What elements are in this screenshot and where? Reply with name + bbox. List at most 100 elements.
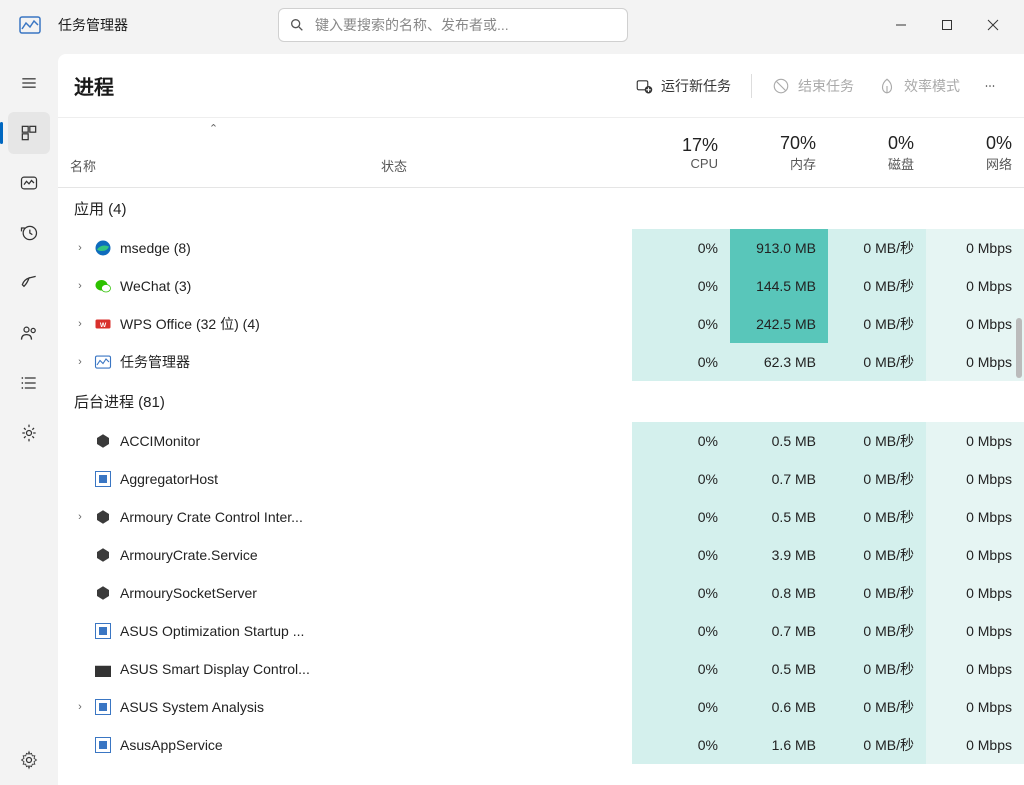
svg-text:W: W [100, 322, 107, 329]
cell-disk: 0 MB/秒 [828, 650, 926, 688]
cell-cpu: 0% [632, 726, 730, 764]
process-name: Armoury Crate Control Inter... [120, 509, 303, 525]
table-row[interactable]: › ArmourySocketServer 0% 0.8 MB 0 MB/秒 0… [58, 574, 1024, 612]
cell-network: 0 Mbps [926, 536, 1024, 574]
hamburger-button[interactable] [8, 62, 50, 104]
col-status[interactable]: 状态 [369, 118, 632, 187]
process-icon [94, 432, 112, 450]
minimize-button[interactable] [878, 0, 924, 50]
content-panel: 进程 运行新任务 结束任务 效率模式 ⌃ 名称 [58, 54, 1024, 785]
run-new-task-button[interactable]: 运行新任务 [623, 68, 743, 104]
cell-name: › AggregatorHost [58, 470, 369, 488]
table-row[interactable]: › AsusAppService 0% 1.6 MB 0 MB/秒 0 Mbps [58, 726, 1024, 764]
cell-network: 0 Mbps [926, 688, 1024, 726]
nav-services[interactable] [8, 412, 50, 454]
cell-disk: 0 MB/秒 [828, 726, 926, 764]
process-icon [94, 353, 112, 371]
efficiency-mode-button[interactable]: 效率模式 [866, 68, 972, 104]
process-name: WeChat (3) [120, 278, 191, 294]
app-title: 任务管理器 [58, 15, 128, 35]
process-name: ASUS Optimization Startup ... [120, 623, 304, 639]
col-name[interactable]: ⌃ 名称 [58, 118, 369, 187]
cell-disk: 0 MB/秒 [828, 574, 926, 612]
table-row[interactable]: › ASUS Smart Display Control... 0% 0.5 M… [58, 650, 1024, 688]
titlebar: 任务管理器 [0, 0, 1024, 50]
process-name: ASUS System Analysis [120, 699, 264, 715]
col-network[interactable]: 0%网络 [926, 118, 1024, 187]
page-title: 进程 [74, 71, 114, 100]
settings-button[interactable] [8, 739, 50, 781]
process-icon [94, 584, 112, 602]
more-button[interactable] [972, 68, 1008, 104]
expand-icon[interactable]: › [74, 318, 86, 330]
process-name: AggregatorHost [120, 471, 218, 487]
cell-cpu: 0% [632, 343, 730, 381]
table-row[interactable]: › 任务管理器 0% 62.3 MB 0 MB/秒 0 Mbps [58, 343, 1024, 381]
more-icon [984, 77, 996, 95]
cell-network: 0 Mbps [926, 422, 1024, 460]
table-row[interactable]: › ASUS Optimization Startup ... 0% 0.7 M… [58, 612, 1024, 650]
mem-pct: 70% [780, 133, 816, 154]
table-row[interactable]: › WeChat (3) 0% 144.5 MB 0 MB/秒 0 Mbps [58, 267, 1024, 305]
cell-memory: 0.6 MB [730, 688, 828, 726]
run-task-label: 运行新任务 [661, 76, 731, 96]
end-task-label: 结束任务 [798, 76, 854, 96]
net-label: 网络 [986, 154, 1012, 173]
cell-network: 0 Mbps [926, 267, 1024, 305]
expand-icon[interactable]: › [74, 242, 86, 254]
cell-name: › W WPS Office (32 位) (4) [58, 314, 369, 334]
table-row[interactable]: › ASUS System Analysis 0% 0.6 MB 0 MB/秒 … [58, 688, 1024, 726]
col-memory[interactable]: 70%内存 [730, 118, 828, 187]
cell-cpu: 0% [632, 536, 730, 574]
table-row[interactable]: › ArmouryCrate.Service 0% 3.9 MB 0 MB/秒 … [58, 536, 1024, 574]
table-row[interactable]: › AggregatorHost 0% 0.7 MB 0 MB/秒 0 Mbps [58, 460, 1024, 498]
expand-icon[interactable]: › [74, 511, 86, 523]
cell-network: 0 Mbps [926, 650, 1024, 688]
search-box[interactable] [278, 8, 628, 42]
cell-cpu: 0% [632, 650, 730, 688]
cell-network: 0 Mbps [926, 574, 1024, 612]
cell-network: 0 Mbps [926, 460, 1024, 498]
end-task-button[interactable]: 结束任务 [760, 68, 866, 104]
group-background-header[interactable]: 后台进程 (81) [58, 381, 1024, 422]
cell-cpu: 0% [632, 688, 730, 726]
close-button[interactable] [970, 0, 1016, 50]
cell-memory: 1.6 MB [730, 726, 828, 764]
nav-users[interactable] [8, 312, 50, 354]
cell-disk: 0 MB/秒 [828, 498, 926, 536]
mem-label: 内存 [790, 154, 816, 173]
col-cpu[interactable]: 17%CPU [632, 118, 730, 187]
nav-processes[interactable] [8, 112, 50, 154]
net-pct: 0% [986, 133, 1012, 154]
col-disk[interactable]: 0%磁盘 [828, 118, 926, 187]
maximize-button[interactable] [924, 0, 970, 50]
table-row[interactable]: › Armoury Crate Control Inter... 0% 0.5 … [58, 498, 1024, 536]
scrollbar[interactable] [1016, 318, 1022, 378]
cell-name: › msedge (8) [58, 239, 369, 257]
search-input[interactable] [315, 17, 617, 33]
nav-details[interactable] [8, 362, 50, 404]
cell-network: 0 Mbps [926, 305, 1024, 343]
expand-icon[interactable]: › [74, 280, 86, 292]
cpu-label: CPU [691, 156, 718, 171]
cell-memory: 0.5 MB [730, 498, 828, 536]
nav-app-history[interactable] [8, 212, 50, 254]
cell-disk: 0 MB/秒 [828, 612, 926, 650]
table-row[interactable]: › ACCIMonitor 0% 0.5 MB 0 MB/秒 0 Mbps [58, 422, 1024, 460]
cell-memory: 144.5 MB [730, 267, 828, 305]
table-row[interactable]: › msedge (8) 0% 913.0 MB 0 MB/秒 0 Mbps [58, 229, 1024, 267]
table-header: ⌃ 名称 状态 17%CPU 70%内存 0%磁盘 0%网络 [58, 118, 1024, 188]
nav-performance[interactable] [8, 162, 50, 204]
table-row[interactable]: › W WPS Office (32 位) (4) 0% 242.5 MB 0 … [58, 305, 1024, 343]
sidebar [0, 50, 58, 785]
nav-startup[interactable] [8, 262, 50, 304]
cell-name: › Armoury Crate Control Inter... [58, 508, 369, 526]
cell-memory: 913.0 MB [730, 229, 828, 267]
process-name: WPS Office (32 位) (4) [120, 314, 260, 334]
process-name: AsusAppService [120, 737, 223, 753]
expand-icon[interactable]: › [74, 356, 86, 368]
group-apps-header[interactable]: 应用 (4) [58, 188, 1024, 229]
expand-icon[interactable]: › [74, 701, 86, 713]
process-icon [94, 239, 112, 257]
cell-network: 0 Mbps [926, 498, 1024, 536]
